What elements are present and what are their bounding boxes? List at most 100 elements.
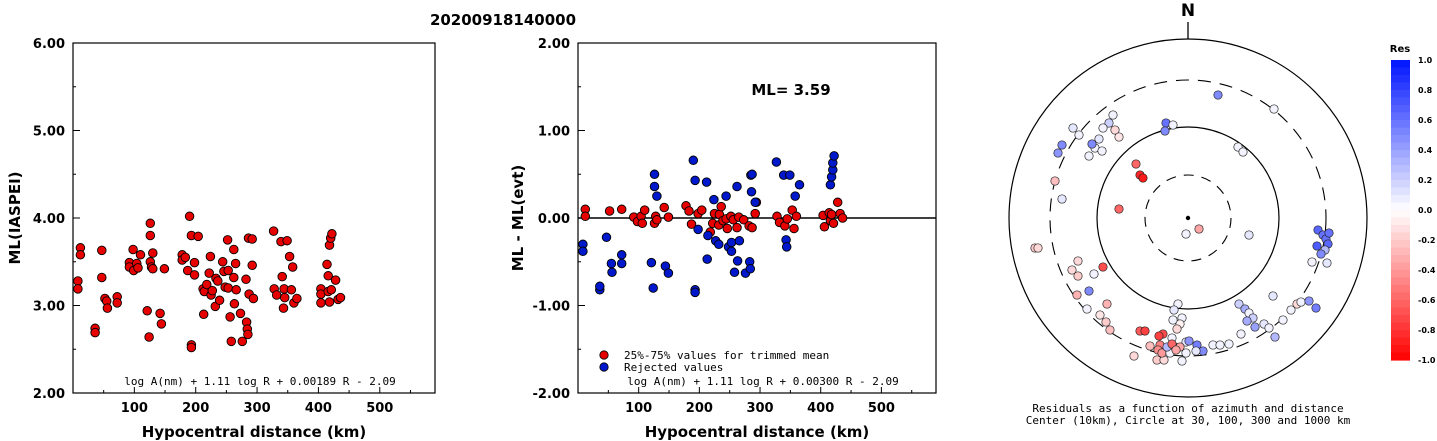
polar-station-marker xyxy=(1129,351,1139,361)
colorbar-segment xyxy=(1391,97,1410,106)
left-point-red xyxy=(247,234,257,244)
colorbar-tick-label: 0.6 xyxy=(1418,116,1433,125)
left-point-red xyxy=(335,292,346,303)
polar-station-marker xyxy=(1236,329,1246,339)
middle-point-red xyxy=(637,218,648,229)
left-point-red xyxy=(235,308,246,319)
polar-station-marker xyxy=(1084,151,1094,161)
north-label: N xyxy=(1181,1,1195,21)
colorbar-segment xyxy=(1391,337,1410,346)
polar-station-marker xyxy=(1068,123,1078,133)
polar-station-marker xyxy=(1114,132,1124,142)
polar-station-marker xyxy=(1057,140,1067,150)
middle-point-blue xyxy=(790,191,800,201)
middle-formula: log A(nm) + 1.11 log R + 0.00300 R - 2.0… xyxy=(627,375,899,388)
polar-station-marker xyxy=(1074,130,1084,140)
polar-station-marker xyxy=(1296,297,1306,307)
polar-station-marker xyxy=(1213,90,1223,100)
polar-station-marker xyxy=(1286,305,1296,315)
middle-point-red xyxy=(837,213,848,223)
left-ytick-label: 2.00 xyxy=(33,387,65,402)
middle-point-blue xyxy=(794,180,805,190)
polar-station-marker xyxy=(1033,243,1043,253)
polar-station-marker xyxy=(1101,317,1111,327)
colorbar-segment xyxy=(1391,112,1410,121)
polar-station-marker xyxy=(1181,348,1191,358)
middle-point-red xyxy=(716,201,726,212)
middle-point-blue xyxy=(729,267,740,278)
polar-station-marker xyxy=(1073,256,1083,266)
polar-station-marker xyxy=(1138,173,1148,183)
polar-station-marker xyxy=(1234,299,1244,309)
middle-ylabel: ML - ML(evt) xyxy=(509,165,527,271)
polar-station-marker xyxy=(1067,265,1077,275)
colorbar-segment xyxy=(1391,330,1410,339)
colorbar-segment xyxy=(1391,262,1410,271)
colorbar-tick-label: -0.6 xyxy=(1418,296,1436,305)
colorbar-segment xyxy=(1391,255,1410,264)
polar-station-marker xyxy=(1191,346,1201,356)
middle-ytick-label: -1.00 xyxy=(533,300,570,315)
left-point-red xyxy=(182,265,193,276)
polar-station-marker xyxy=(1168,315,1178,325)
left-point-red xyxy=(193,231,203,242)
polar-station-marker xyxy=(1270,332,1280,342)
middle-xtick-label: 500 xyxy=(868,401,895,416)
middle-point-red xyxy=(826,209,837,220)
middle-xtick-label: 100 xyxy=(625,401,652,416)
left-formula: log A(nm) + 1.11 log R + 0.00189 R - 2.0… xyxy=(124,375,396,388)
polar-station-marker xyxy=(1194,224,1204,234)
colorbar-segment xyxy=(1391,285,1410,294)
middle-point-red xyxy=(697,205,707,215)
colorbar-segment xyxy=(1391,307,1410,316)
colorbar-segment xyxy=(1391,142,1410,151)
middle-point-blue xyxy=(688,155,699,166)
left-ytick-label: 4.00 xyxy=(33,212,65,227)
middle-panel: 100 200 300 400 500 -2.00 -1.00 0.00 1.00 2.00 ML… xyxy=(509,37,937,441)
polar-station-marker xyxy=(1084,286,1094,296)
left-point-red xyxy=(189,257,200,268)
polar-station-marker xyxy=(1172,324,1182,334)
left-point-red xyxy=(248,293,259,304)
middle-point-red xyxy=(732,222,742,233)
left-point-red xyxy=(278,303,289,313)
middle-point-blue xyxy=(607,267,617,278)
polar-station-marker xyxy=(1145,341,1155,351)
middle-point-blue xyxy=(701,177,712,187)
left-point-red xyxy=(112,298,122,308)
polar-station-marker xyxy=(1250,322,1260,332)
middle-point-blue xyxy=(732,181,742,192)
left-point-red xyxy=(229,299,240,309)
polar-station-marker xyxy=(1224,339,1234,349)
colorbar-segment xyxy=(1391,90,1410,99)
colorbar-segment xyxy=(1391,345,1410,354)
left-point-red xyxy=(133,263,143,273)
polar-station-marker xyxy=(1168,120,1178,130)
colorbar-segment xyxy=(1391,165,1410,174)
left-point-red xyxy=(75,250,86,260)
left-point-red xyxy=(277,271,287,282)
left-point-red xyxy=(326,285,337,295)
left-xlabel: Hypocentral distance (km) xyxy=(142,423,367,441)
colorbar-segment xyxy=(1391,240,1410,249)
left-xtick-label: 500 xyxy=(366,401,393,416)
colorbar-tick-label: 0.8 xyxy=(1418,86,1433,95)
middle-point-blue xyxy=(721,191,731,201)
colorbar-segment xyxy=(1391,315,1410,324)
polar-station-marker xyxy=(1098,123,1108,133)
middle-point-blue xyxy=(595,281,605,292)
epicenter-dot xyxy=(1185,215,1191,221)
middle-xtick-label: 300 xyxy=(746,401,773,416)
left-point-red xyxy=(282,235,292,246)
left-point-red xyxy=(222,235,233,245)
middle-point-blue xyxy=(781,242,792,252)
colorbar-segment xyxy=(1391,300,1410,309)
polar-station-marker xyxy=(1140,326,1150,336)
middle-point-red xyxy=(659,202,669,213)
polar-station-marker xyxy=(1324,228,1334,238)
polar-station-marker xyxy=(1108,110,1118,120)
left-xtick-label: 200 xyxy=(182,401,209,416)
polar-station-marker xyxy=(1073,271,1083,281)
figure-title: 20200918140000 xyxy=(430,11,576,29)
